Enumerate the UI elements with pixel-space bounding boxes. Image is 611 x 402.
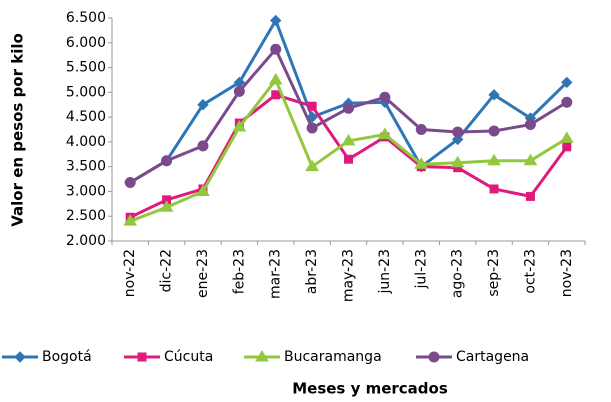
x-tick-label: feb-23: [231, 249, 247, 294]
data-point: [306, 122, 318, 134]
data-point: [159, 200, 174, 212]
data-point: [379, 91, 391, 103]
x-tick-label: nov-22: [122, 249, 138, 297]
legend-label: Bucaramanga: [284, 349, 382, 365]
data-point: [487, 153, 501, 166]
legend-marker: [255, 350, 269, 362]
y-axis-label: Valor en pesos por kilo: [9, 33, 27, 227]
data-point: [561, 76, 573, 89]
x-tick-label: sep-23: [486, 249, 502, 297]
y-tick-label: 6.500: [66, 10, 106, 26]
data-point: [343, 102, 354, 114]
y-tick-label: 3.500: [66, 159, 106, 175]
data-point: [450, 155, 465, 168]
y-tick-label: 2.000: [66, 233, 106, 249]
data-point: [525, 191, 535, 201]
y-tick-label: 2.500: [66, 208, 106, 224]
data-point: [124, 177, 136, 189]
data-point: [305, 159, 319, 172]
x-axis-label: Meses y mercados: [292, 380, 448, 398]
data-point: [562, 142, 572, 152]
y-tick-label: 4.000: [66, 134, 106, 150]
data-point: [488, 89, 500, 101]
data-point: [559, 131, 574, 143]
legend-label: Cúcuta: [164, 349, 213, 365]
data-point: [271, 90, 281, 100]
data-point: [488, 125, 500, 137]
data-point: [196, 184, 210, 196]
legend-label: Bogotá: [42, 349, 92, 365]
data-point: [524, 119, 536, 131]
data-point: [270, 43, 282, 55]
data-point: [307, 101, 317, 111]
x-tick-label: mar-23: [268, 249, 284, 299]
data-point: [232, 120, 247, 132]
x-tick-label: nov-23: [559, 249, 575, 297]
data-point: [415, 124, 427, 135]
data-point: [161, 155, 173, 167]
x-tick-label: jul-23: [413, 249, 429, 290]
x-tick-label: ago-23: [450, 249, 466, 298]
data-point: [452, 126, 464, 138]
data-point: [561, 96, 573, 108]
data-point: [489, 184, 499, 194]
x-tick-label: ene-23: [195, 249, 211, 298]
y-tick-label: 4.500: [66, 109, 106, 125]
y-tick-label: 5.000: [66, 84, 106, 100]
y-tick-label: 6.000: [66, 35, 106, 51]
legend-marker: [137, 352, 147, 362]
legend-marker: [14, 351, 26, 363]
data-point: [123, 214, 138, 226]
x-tick-label: jun-23: [377, 249, 393, 295]
y-tick-label: 5.500: [66, 60, 106, 76]
x-tick-label: may-23: [341, 249, 357, 302]
data-point: [378, 127, 392, 139]
data-point: [341, 133, 356, 146]
x-tick-label: abr-23: [304, 249, 320, 294]
x-tick-label: oct-23: [522, 249, 538, 294]
data-point: [414, 157, 429, 169]
data-point: [268, 72, 283, 85]
data-point: [270, 14, 282, 27]
data-point: [451, 133, 464, 146]
legend-label: Cartagena: [456, 349, 529, 365]
data-point: [523, 153, 538, 166]
data-point: [197, 140, 209, 152]
y-tick-label: 3.000: [66, 183, 106, 199]
data-point: [344, 154, 353, 164]
data-point: [233, 85, 245, 97]
legend-marker: [428, 351, 440, 363]
data-point: [197, 99, 209, 111]
x-tick-label: dic-22: [159, 249, 175, 292]
